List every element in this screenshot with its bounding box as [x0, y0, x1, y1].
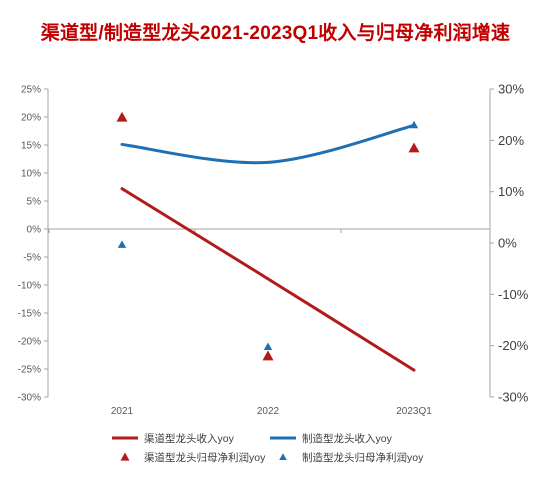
y-right-tick-label: -30% [498, 390, 529, 405]
y-left-tick-label: 5% [27, 197, 42, 208]
y-left-tick-label: -5% [23, 253, 41, 264]
y-left-tick-label: -15% [18, 309, 41, 320]
series-4-marker [409, 120, 419, 129]
x-tick-label: 2021 [111, 406, 134, 417]
series-3-marker [408, 142, 420, 153]
y-left-tick-label: -20% [18, 337, 41, 348]
y-right-tick-label: -10% [498, 287, 529, 302]
series-line-2 [120, 123, 416, 165]
chart-title: 渠道型/制造型龙头2021-2023Q1收入与归母净利润增速 [40, 23, 511, 44]
series-4-marker [117, 240, 127, 248]
legend-label: 渠道型龙头收入yoy [144, 432, 235, 445]
y-right-tick-label: -20% [498, 338, 529, 353]
series-3-marker [262, 350, 274, 361]
y-left-tick-label: 25% [21, 85, 41, 96]
y-right-tick-label: 20% [498, 133, 524, 148]
y-left-tick-label: 0% [27, 225, 42, 236]
x-tick-label: 2023Q1 [396, 406, 432, 417]
y-right-tick-label: 0% [498, 236, 517, 251]
y-left-tick-label: 15% [21, 141, 41, 152]
series-line-1 [120, 187, 416, 372]
y-left-tick-label: -30% [18, 393, 41, 404]
legend-label: 制造型龙头收入yoy [302, 432, 393, 445]
y-left-tick-label: -10% [18, 281, 41, 292]
y-left-tick-label: 10% [21, 169, 41, 180]
legend-swatch-marker [120, 452, 130, 461]
legend-label: 制造型龙头归母净利润yoy [302, 451, 424, 464]
series-3-marker [116, 111, 128, 122]
series-4-marker [263, 342, 273, 351]
legend-label: 渠道型龙头归母净利润yoy [144, 451, 266, 464]
y-right-tick-label: 10% [498, 184, 524, 199]
y-left-tick-label: -25% [18, 365, 41, 376]
x-tick-label: 2022 [257, 406, 280, 417]
legend-swatch-marker [279, 453, 287, 461]
y-left-tick-label: 20% [21, 113, 41, 124]
y-right-tick-label: 30% [498, 82, 524, 97]
